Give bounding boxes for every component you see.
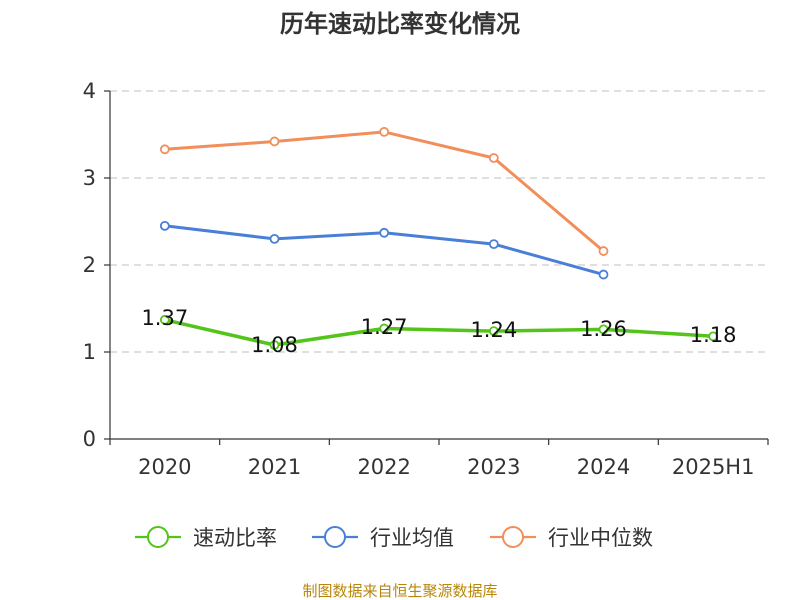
series-lines (159, 126, 719, 350)
data-point (708, 331, 719, 342)
data-point (488, 326, 499, 337)
data-label: 1.24 (470, 318, 517, 342)
source-note: 制图数据来自恒生聚源数据库 (302, 582, 497, 600)
data-point (598, 324, 609, 335)
y-tick-label: 4 (83, 79, 96, 103)
y-tick-label: 1 (83, 340, 96, 364)
legend-label: 行业中位数 (548, 526, 653, 550)
data-label: 1.18 (690, 323, 737, 347)
data-label: 1.37 (141, 306, 188, 330)
data-label: 1.27 (361, 315, 408, 339)
legend-label: 速动比率 (193, 526, 277, 550)
x-tick-label: 2023 (467, 455, 520, 479)
data-point (598, 269, 609, 280)
data-label: 1.08 (251, 333, 298, 357)
series-line-0 (164, 318, 714, 347)
legend-marker-icon (324, 526, 346, 548)
x-tick-label: 2020 (138, 455, 191, 479)
y-tick-label: 3 (83, 166, 96, 190)
data-point (269, 136, 280, 147)
data-point (159, 144, 170, 155)
data-point (159, 220, 170, 231)
data-point (379, 323, 390, 334)
data-label: 1.26 (580, 317, 627, 341)
y-tick-label: 0 (83, 427, 96, 451)
grid-lines (110, 90, 768, 353)
chart-title: 历年速动比率变化情况 (280, 10, 520, 38)
data-point (379, 227, 390, 238)
data-point (488, 153, 499, 163)
data-point (488, 239, 499, 250)
legend-label: 行业均值 (370, 526, 454, 550)
x-tick-label: 2021 (248, 455, 301, 479)
x-tick-label: 2025H1 (672, 455, 755, 479)
data-point (379, 126, 390, 137)
data-point (598, 246, 609, 256)
data-point (269, 233, 280, 244)
x-tick-label: 2024 (577, 455, 630, 479)
legend-marker-icon (502, 526, 524, 548)
legend: 速动比率 行业均值 行业中位数 (135, 526, 653, 550)
legend-marker-icon (147, 526, 169, 548)
y-tick-label: 2 (83, 253, 96, 277)
axes: 0 1 2 3 4 2020 2021 2022 2023 2024 2025H1 (83, 79, 769, 479)
x-tick-label: 2022 (357, 455, 410, 479)
data-labels: 1.37 1.08 1.27 1.24 1.26 1.18 (141, 306, 736, 357)
data-point (269, 340, 280, 350)
data-point (159, 314, 170, 325)
